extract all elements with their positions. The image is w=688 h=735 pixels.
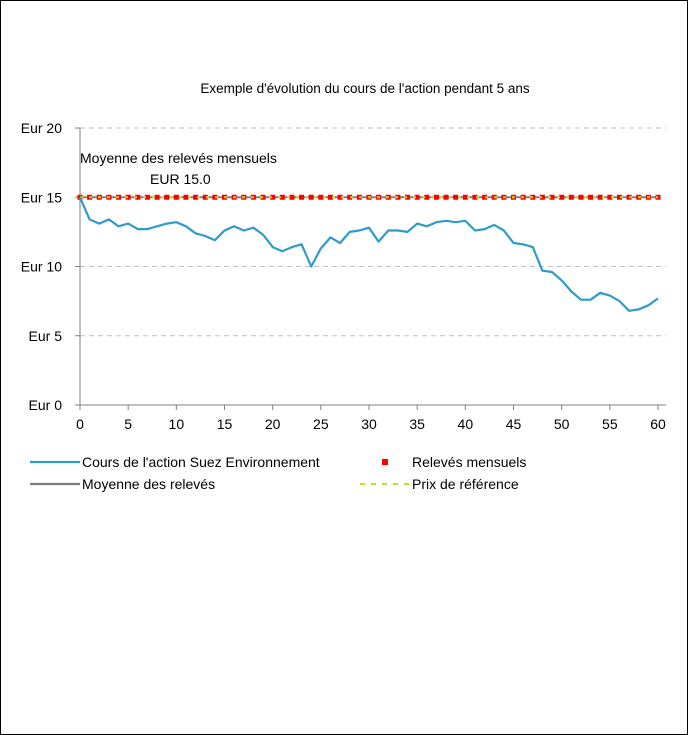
monthly-reading-point	[405, 194, 411, 200]
monthly-reading-point	[616, 194, 622, 200]
monthly-reading-point	[135, 194, 141, 200]
x-tick-label: 30	[361, 416, 377, 432]
monthly-reading-point	[453, 194, 459, 200]
monthly-reading-point	[414, 194, 420, 200]
monthly-reading-point	[299, 194, 305, 200]
chart-title: Exemple d'évolution du cours de l'action…	[200, 81, 530, 96]
x-tick-label: 55	[602, 416, 618, 432]
monthly-reading-point	[462, 194, 468, 200]
monthly-reading-point	[270, 194, 276, 200]
x-tick-label: 0	[76, 416, 84, 432]
x-tick-label: 5	[124, 416, 132, 432]
monthly-reading-point	[183, 194, 189, 200]
annotation-label: Moyenne des relevés mensuels	[80, 150, 277, 166]
x-tick-label: 45	[506, 416, 522, 432]
monthly-reading-point	[154, 194, 160, 200]
x-tick-label: 20	[265, 416, 281, 432]
monthly-reading-point	[193, 194, 199, 200]
x-tick-label: 10	[169, 416, 185, 432]
y-tick-label: Eur 0	[29, 397, 63, 413]
monthly-reading-point	[433, 194, 439, 200]
x-tick-labels: 0 5 10 15 20 25 30 35 40 45 50 55 60	[76, 416, 666, 432]
monthly-reading-point	[308, 194, 314, 200]
x-tick-label: 15	[217, 416, 233, 432]
monthly-reading-point	[327, 194, 333, 200]
monthly-reading-point	[597, 194, 603, 200]
x-tick-label: 60	[650, 416, 666, 432]
monthly-reading-point	[588, 194, 594, 200]
x-tick-label: 40	[458, 416, 474, 432]
monthly-reading-point	[318, 194, 324, 200]
annotation-value: EUR 15.0	[150, 171, 211, 187]
monthly-reading-point	[164, 194, 170, 200]
y-tick-label: Eur 10	[21, 259, 62, 275]
legend-item-reference-price: Prix de référence	[360, 476, 519, 492]
series-layer	[77, 194, 661, 312]
monthly-reading-point	[347, 194, 353, 200]
monthly-reading-point	[482, 194, 488, 200]
monthly-reading-point	[337, 194, 343, 200]
monthly-reading-point	[443, 194, 449, 200]
legend-item-monthly-readings: Relevés mensuels	[382, 454, 526, 470]
monthly-reading-point	[424, 194, 430, 200]
monthly-reading-point	[578, 194, 584, 200]
legend-item-average: Moyenne des relevés	[30, 476, 215, 492]
y-tick-label: Eur 15	[21, 189, 62, 205]
monthly-reading-point	[568, 194, 574, 200]
legend-label: Moyenne des relevés	[82, 476, 215, 492]
y-tick-label: Eur 20	[21, 120, 62, 136]
stock-price-line	[78, 196, 659, 312]
legend-label: Relevés mensuels	[412, 454, 526, 470]
legend-label: Prix de référence	[412, 476, 519, 492]
x-tick-label: 25	[313, 416, 329, 432]
y-tick-label: Eur 5	[29, 328, 63, 344]
monthly-reading-point	[472, 194, 478, 200]
y-tick-labels: Eur 0 Eur 5 Eur 10 Eur 15 Eur 20	[21, 120, 62, 413]
monthly-reading-point	[173, 194, 179, 200]
legend-label: Cours de l'action Suez Environnement	[82, 454, 320, 470]
monthly-reading-point	[202, 194, 208, 200]
monthly-reading-point	[260, 194, 266, 200]
legend-swatch	[382, 459, 388, 465]
monthly-reading-point	[607, 194, 613, 200]
monthly-reading-point	[549, 194, 555, 200]
legend: Cours de l'action Suez Environnement Rele…	[30, 454, 526, 492]
legend-item-stock-price: Cours de l'action Suez Environnement	[30, 454, 320, 470]
monthly-reading-point	[125, 194, 131, 200]
x-tick-label: 35	[409, 416, 425, 432]
monthly-reading-point	[559, 194, 565, 200]
monthly-reading-point	[279, 194, 285, 200]
monthly-reading-point	[144, 194, 150, 200]
monthly-reading-point	[212, 194, 218, 200]
x-tick-label: 50	[554, 416, 570, 432]
monthly-reading-point	[289, 194, 295, 200]
monthly-reading-point	[539, 194, 545, 200]
